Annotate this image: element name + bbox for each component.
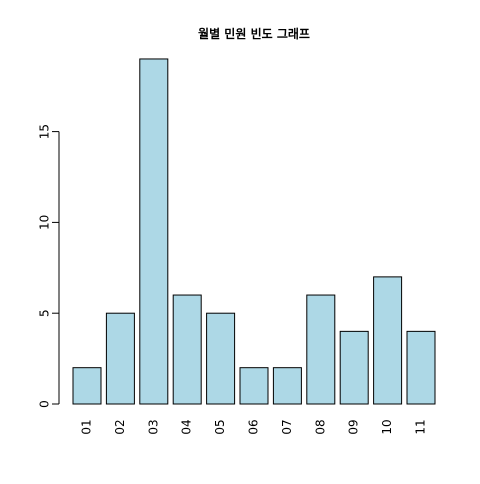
bar bbox=[272, 367, 302, 405]
bar bbox=[406, 330, 436, 405]
bar bbox=[239, 367, 269, 405]
y-axis: 0 5 10 15 bbox=[38, 124, 60, 408]
x-tick-label: 02 bbox=[113, 419, 127, 434]
x-tick-label: 05 bbox=[213, 419, 227, 434]
x-tick-label: 11 bbox=[414, 419, 428, 434]
bar bbox=[139, 58, 169, 405]
x-tick-label: 09 bbox=[347, 419, 361, 434]
y-tick-label: 15 bbox=[38, 124, 52, 139]
x-axis-labels: 01 02 03 04 05 06 07 08 09 10 11 bbox=[80, 419, 428, 434]
x-tick-label: 06 bbox=[247, 419, 261, 434]
x-tick-label: 10 bbox=[380, 419, 394, 434]
y-tick-label: 10 bbox=[38, 215, 52, 230]
bar bbox=[206, 312, 236, 405]
x-tick-label: 04 bbox=[180, 419, 194, 434]
bar bbox=[105, 312, 135, 405]
x-tick-label: 03 bbox=[146, 419, 160, 434]
bar bbox=[339, 330, 369, 405]
y-tick-label: 0 bbox=[38, 400, 52, 408]
bar bbox=[72, 367, 102, 405]
bar bbox=[373, 276, 403, 405]
chart-title: 월별 민원 빈도 그래프 bbox=[198, 26, 310, 41]
bars-group bbox=[72, 58, 436, 405]
x-tick-label: 08 bbox=[313, 419, 327, 434]
y-tick-label: 5 bbox=[38, 309, 52, 317]
x-tick-label: 07 bbox=[280, 419, 294, 434]
bar bbox=[172, 294, 202, 405]
x-tick-label: 01 bbox=[80, 419, 94, 434]
bar bbox=[306, 294, 336, 405]
